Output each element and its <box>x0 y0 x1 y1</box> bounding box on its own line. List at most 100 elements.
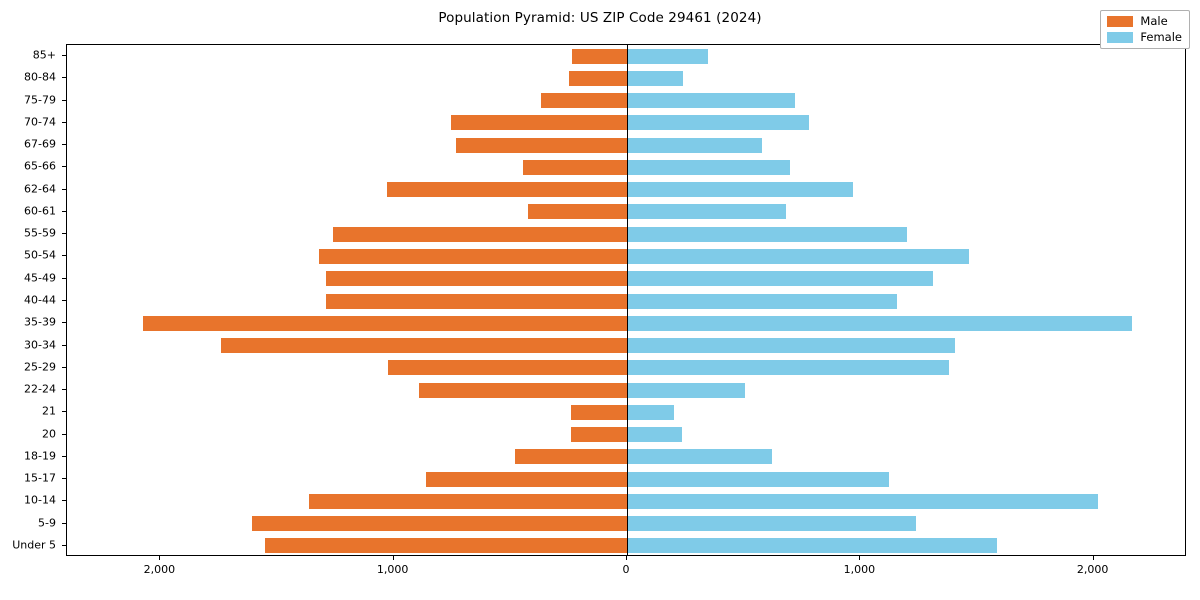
bar-male-75-79 <box>540 93 627 109</box>
plot-area <box>66 44 1186 556</box>
y-tick-label-75-79: 75-79 <box>24 93 56 107</box>
y-tick-mark <box>62 210 66 212</box>
y-tick-mark <box>62 77 66 79</box>
x-tick-label-2: 0 <box>622 563 630 576</box>
bar-male-50-54 <box>319 248 627 264</box>
bar-male-10-14 <box>309 493 627 509</box>
page-title: Population Pyramid: US ZIP Code 29461 (2… <box>438 10 762 26</box>
bar-female-85- <box>627 48 708 64</box>
y-tick-mark <box>62 522 66 524</box>
y-tick-mark <box>62 411 66 413</box>
bar-male-60-61 <box>527 204 627 220</box>
bar-male-65-66 <box>523 159 627 175</box>
bar-male-21 <box>570 404 627 420</box>
y-tick-mark <box>62 366 66 368</box>
y-tick-mark <box>62 344 66 346</box>
y-tick-label-80-84: 80-84 <box>24 70 56 84</box>
y-tick-label-21: 21 <box>42 404 56 418</box>
x-axis: 2,000 1,000 0 1,000 2,000 <box>66 556 1186 596</box>
x-tick-label-0: 2,000 <box>143 563 176 576</box>
y-tick-label-15-17: 15-17 <box>24 471 56 485</box>
y-tick-mark <box>62 277 66 279</box>
y-tick-mark <box>62 255 66 257</box>
y-tick-mark <box>62 322 66 324</box>
bar-female-35-39 <box>627 315 1133 331</box>
bar-male-30-34 <box>220 338 627 354</box>
y-tick-label-60-61: 60-61 <box>24 204 56 218</box>
x-tick-mark <box>626 556 627 560</box>
bar-male-80-84 <box>568 70 627 86</box>
y-tick-mark <box>62 121 66 123</box>
bar-male-22-24 <box>418 382 627 398</box>
y-tick-label-22-24: 22-24 <box>24 382 56 396</box>
legend-swatch-male <box>1107 16 1134 28</box>
x-tick-label-1: 1,000 <box>376 563 409 576</box>
bar-female-22-24 <box>627 382 745 398</box>
y-tick-label-85-: 85+ <box>32 48 56 62</box>
y-tick-mark <box>62 144 66 146</box>
y-tick-label-25-29: 25-29 <box>24 360 56 374</box>
bar-female-60-61 <box>627 204 786 220</box>
bar-female-55-59 <box>627 226 907 242</box>
bar-male-25-29 <box>387 360 627 376</box>
y-tick-mark <box>62 478 66 480</box>
y-tick-mark <box>62 188 66 190</box>
y-tick-mark <box>62 544 66 546</box>
bar-female-10-14 <box>627 493 1098 509</box>
zero-axis-line <box>627 45 628 555</box>
y-tick-mark <box>62 55 66 57</box>
bar-male-15-17 <box>425 471 627 487</box>
bar-female-40-44 <box>627 293 897 309</box>
y-tick-mark <box>62 389 66 391</box>
bar-female-45-49 <box>627 271 933 287</box>
y-tick-mark <box>62 233 66 235</box>
y-tick-label-18-19: 18-19 <box>24 449 56 463</box>
bar-male-70-74 <box>450 115 627 131</box>
bar-male-45-49 <box>325 271 627 287</box>
legend-label-female: Female <box>1140 29 1182 44</box>
y-tick-label-40-44: 40-44 <box>24 293 56 307</box>
bar-female-30-34 <box>627 338 955 354</box>
y-tick-mark <box>62 500 66 502</box>
y-tick-label-under-5: Under 5 <box>12 538 56 552</box>
legend-item-male[interactable]: Male <box>1107 14 1182 28</box>
y-tick-mark <box>62 300 66 301</box>
y-tick-label-45-49: 45-49 <box>24 271 56 285</box>
bar-male-18-19 <box>515 449 627 465</box>
bar-male-55-59 <box>333 226 627 242</box>
y-tick-mark <box>62 455 66 457</box>
y-axis: Under 5 5-9 10-14 15-17 18-19 20 21 22-24 25-29 3… <box>0 44 66 556</box>
bar-female-under-5 <box>627 538 997 554</box>
y-tick-mark <box>62 433 66 435</box>
x-tick-label-3: 1,000 <box>843 563 876 576</box>
y-tick-label-5-9: 5-9 <box>38 516 56 530</box>
x-tick-mark <box>859 556 861 560</box>
y-tick-label-35-39: 35-39 <box>24 315 56 329</box>
chart-legend: Male Female <box>1100 10 1190 49</box>
bar-female-70-74 <box>627 115 809 131</box>
bar-female-18-19 <box>627 449 773 465</box>
legend-item-female[interactable]: Female <box>1107 29 1182 44</box>
bar-male-62-64 <box>386 182 627 198</box>
bar-male-35-39 <box>143 315 627 331</box>
bars-layer <box>67 45 1185 555</box>
bar-male-5-9 <box>252 516 627 532</box>
bar-female-21 <box>627 404 675 420</box>
y-tick-label-70-74: 70-74 <box>24 115 56 129</box>
y-tick-label-20: 20 <box>42 427 56 441</box>
x-tick-mark <box>159 556 161 560</box>
y-tick-label-62-64: 62-64 <box>24 182 56 196</box>
x-tick-mark <box>1092 556 1094 560</box>
bar-female-65-66 <box>627 159 791 175</box>
bar-female-15-17 <box>627 471 890 487</box>
bar-male-20 <box>570 427 627 443</box>
bar-female-62-64 <box>627 182 853 198</box>
legend-label-male: Male <box>1140 14 1168 28</box>
bar-female-25-29 <box>627 360 949 376</box>
bar-female-5-9 <box>627 516 917 532</box>
bar-male-85- <box>572 48 627 64</box>
bar-female-67-69 <box>627 137 762 153</box>
bar-male-40-44 <box>326 293 627 309</box>
y-tick-label-10-14: 10-14 <box>24 493 56 507</box>
